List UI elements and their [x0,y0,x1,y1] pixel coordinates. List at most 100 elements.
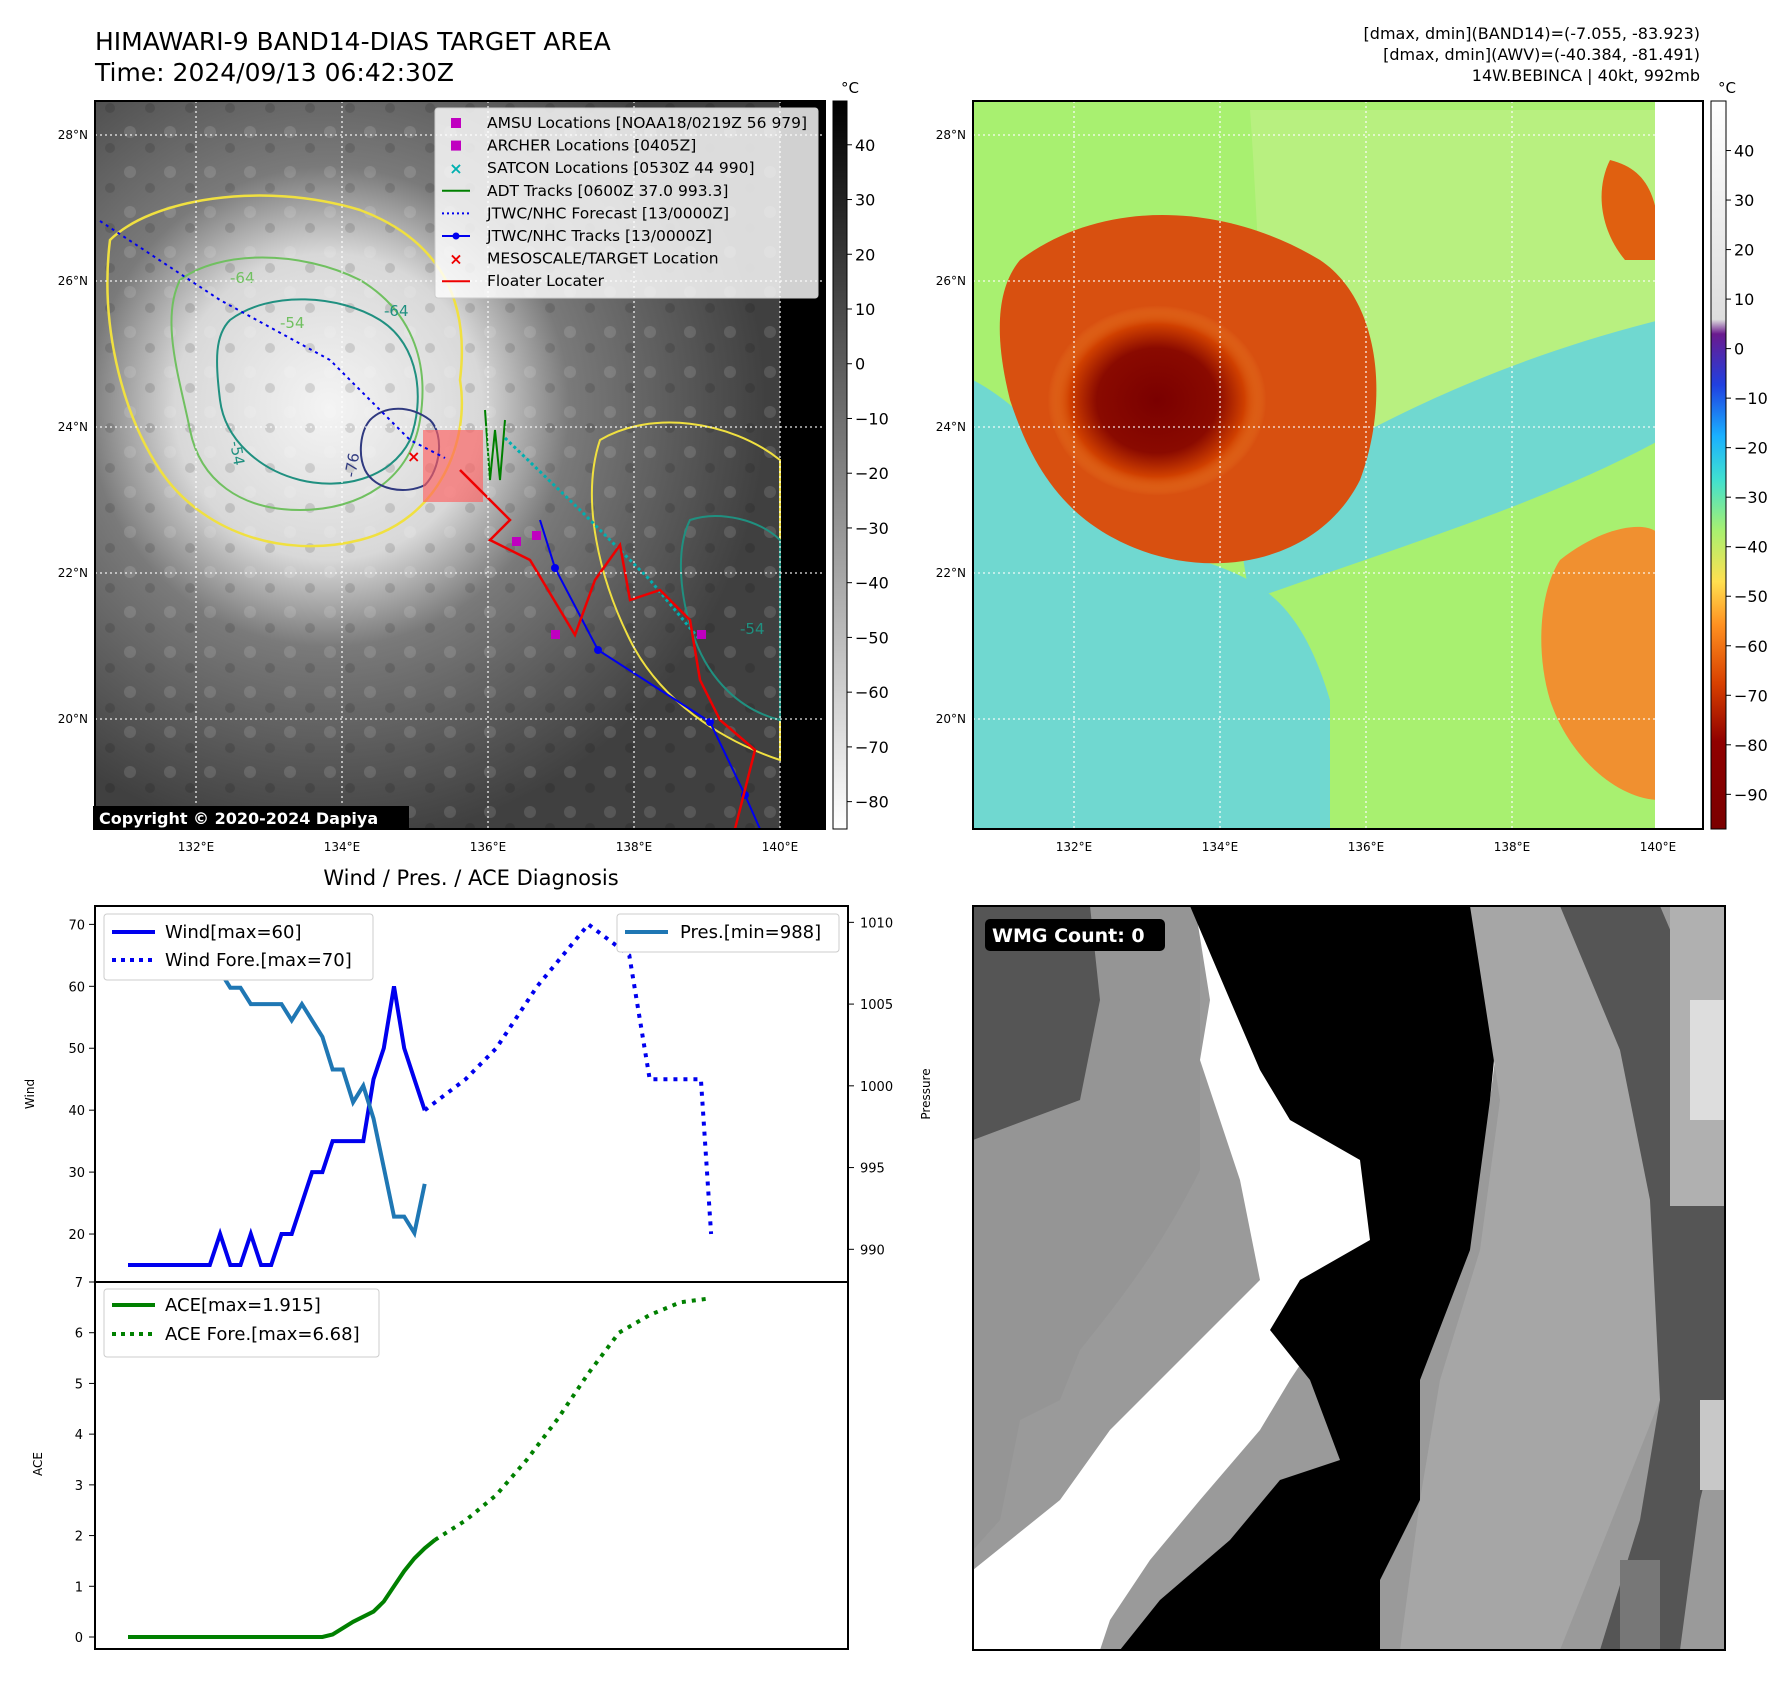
colorbar-tick: −80 [1734,736,1768,755]
target-marker: × [407,447,420,466]
legend-square-icon [451,140,461,151]
lon-tick: 138°E [1494,840,1531,854]
colorbar-tick: 20 [1734,241,1754,260]
contour-label: -76 [341,451,363,478]
colorbar-tick: −10 [1734,389,1768,408]
colorbar-tick: 20 [855,245,875,264]
colorbar-tick: 30 [1734,191,1754,210]
legend-item: ADT Tracks [0600Z 37.0 993.3] [442,182,728,200]
colorbar-tick: 40 [855,136,875,155]
colorbar-tick: 10 [855,300,875,319]
wind-tick: 30 [68,1166,85,1181]
legend-item: × SATCON Locations [0530Z 44 990] [449,159,754,178]
ace-tick: 6 [75,1327,83,1342]
legend-item: JTWC/NHC Tracks [13/0000Z] [442,227,712,245]
lat-tick: 20°N [936,712,966,726]
legend-wind: Wind[max=60] [165,922,302,943]
ace-tick: 5 [75,1377,83,1392]
info-line-1: [dmax, dmin](BAND14)=(-7.055, -83.923) [1364,24,1700,43]
ace-tick: 1 [75,1580,83,1595]
legend-label: ARCHER Locations [0405Z] [487,137,696,155]
legend-square-icon [451,118,461,128]
colorbar-tick: −60 [1734,637,1768,656]
satcon-track [503,436,702,641]
lat-tick: 24°N [936,420,966,434]
ir-map-frame [94,100,826,830]
floater-track [459,469,757,829]
colorbar-tick: −10 [855,409,889,428]
lon-tick: 140°E [762,840,799,854]
colorbar-tick: −50 [855,628,889,647]
colorbar-tick: 30 [855,191,875,210]
ace-tick: 3 [75,1479,83,1494]
archer-marker [512,537,521,546]
ace-series-line-0 [128,1538,437,1639]
legend-item: JTWC/NHC Forecast [13/0000Z] [442,204,729,222]
lon-tick: 132°E [1056,840,1093,854]
figure-time: Time: 2024/09/13 06:42:30Z [94,58,454,87]
contour-label: -54 [740,620,765,638]
lat-tick: 20°N [58,712,88,726]
contour-yellow-east [590,421,781,762]
legend-x-icon: × [449,250,462,269]
series-line-1 [423,921,714,1235]
figure-title: HIMAWARI-9 BAND14-DIAS TARGET AREA [95,27,611,56]
contour-green [170,256,424,512]
lon-tick: 136°E [470,840,507,854]
lat-tick: 28°N [936,128,966,142]
wind-pressure-chart: Wind / Pres. / ACE Diagnosis Wind Pressu… [23,866,933,1283]
lon-tick: 140°E [1640,840,1677,854]
jtwc-track [539,519,761,829]
legend-label: JTWC/NHC Tracks [13/0000Z] [486,227,712,245]
ace-tick: 4 [75,1428,83,1443]
legend-x-icon: × [449,159,462,178]
diagnosis-title: Wind / Pres. / ACE Diagnosis [323,866,618,890]
wind-tick: 40 [68,1104,85,1119]
legend-ace: ACE[max=1.915] [165,1295,321,1316]
colorbar-ir: °C 40 30 20 10 0 −10 −20 −30 −40 −50 −60 −70 −80 [832,79,889,830]
legend-item: AMSU Locations [NOAA18/0219Z 56 979] [451,114,807,132]
contour-label: -64 [384,302,409,320]
lon-tick: 132°E [178,840,215,854]
ace-legend: ACE[max=1.915] ACE Fore.[max=6.68] [103,1288,380,1358]
wmg-count-badge: WMG Count: 0 [992,925,1145,947]
ace-chart: ACE 7 6 5 4 3 2 1 0 ACE[max=1.915] ACE Fore.[ma… [31,1276,849,1650]
colorbar-tick: −30 [1734,488,1768,507]
wind-axis-label: Wind [23,1079,37,1109]
colorbar-tick: −40 [855,574,889,593]
legend-label: JTWC/NHC Forecast [13/0000Z] [486,204,729,222]
contour-teal-east [679,515,781,722]
legend-label: SATCON Locations [0530Z 44 990] [487,159,755,177]
colorbar-tick: −90 [1734,785,1768,804]
colorbar-tick: −20 [855,464,889,483]
awv-map-frame [972,100,1704,830]
legend-ace-forecast: ACE Fore.[max=6.68] [165,1324,360,1345]
colorbar-tick: −30 [855,519,889,538]
jtwc-forecast-track [99,220,446,459]
legend-item: Floater Locater [442,272,605,290]
amsu-marker [697,630,706,639]
info-line-2: [dmax, dmin](AWV)=(-40.384, -81.491) [1383,45,1700,64]
colorbar-tick: −70 [1734,686,1768,705]
lat-tick: 24°N [58,420,88,434]
pressure-tick: 1010 [860,916,893,931]
colorbar-tick: −70 [855,738,889,757]
awv-map-panel: 28°N 26°N 24°N 22°N 20°N 132°E 134°E 136… [936,100,1704,854]
wmg-frame [972,905,1726,1651]
series-line-0 [128,985,427,1267]
ace-axis-label: ACE [31,1452,45,1476]
wind-legend: Wind[max=60] Wind Fore.[max=70] [103,913,374,981]
contour-label: -54 [226,440,248,467]
colorbar-awv: °C 40 30 20 10 0 −10 −20 −30 −40 −50 −60 −70 −80 −90 [1710,79,1768,830]
colorbar-tick: 10 [1734,290,1754,309]
legend-line-dot-icon [452,232,460,240]
colorbar-tick: 0 [855,355,865,374]
contour-label: -54 [280,314,305,332]
legend-pressure: Pres.[min=988] [680,922,821,943]
legend-label: Floater Locater [487,272,605,290]
wind-tick: 60 [68,980,85,995]
target-area-box [423,430,483,502]
lon-tick: 134°E [324,840,361,854]
lat-tick: 22°N [58,566,88,580]
colorbar-tick: −60 [855,683,889,702]
